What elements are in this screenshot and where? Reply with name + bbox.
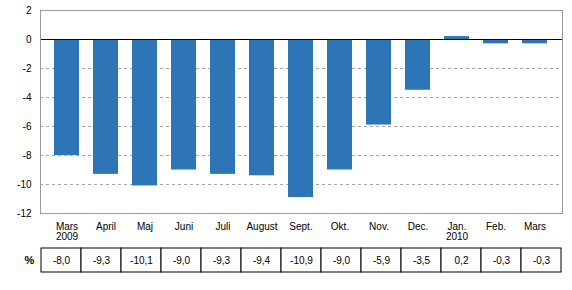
svg-text:Jan.2010: Jan.2010 [446,221,469,242]
svg-text:%: % [25,254,35,266]
svg-text:-9,3: -9,3 [213,255,231,266]
svg-text:Okt.: Okt. [331,221,349,232]
svg-text:Mars: Mars [524,221,546,232]
svg-text:August: August [246,221,277,232]
svg-text:-12: -12 [17,208,32,219]
svg-text:-8,0: -8,0 [53,255,71,266]
svg-text:-10,9: -10,9 [290,255,313,266]
svg-text:Maj: Maj [137,221,153,232]
svg-text:Sept.: Sept. [289,221,312,232]
svg-text:-2: -2 [23,63,32,74]
svg-text:-8: -8 [23,150,32,161]
svg-text:-0,3: -0,3 [493,255,511,266]
svg-text:-10: -10 [17,179,32,190]
svg-text:Juli: Juli [215,221,230,232]
svg-text:2: 2 [26,5,32,16]
svg-text:-3,5: -3,5 [413,255,431,266]
svg-text:-4: -4 [23,92,32,103]
svg-text:Dec.: Dec. [408,221,429,232]
svg-text:-5,9: -5,9 [373,255,391,266]
svg-text:April: April [96,221,116,232]
svg-text:-9,4: -9,4 [253,255,271,266]
svg-text:-9,0: -9,0 [333,255,351,266]
svg-text:-6: -6 [23,121,32,132]
svg-text:0,2: 0,2 [455,255,469,266]
svg-text:-9,0: -9,0 [173,255,191,266]
svg-text:-10,1: -10,1 [130,255,153,266]
svg-text:-0,3: -0,3 [533,255,551,266]
svg-text:Feb.: Feb. [486,221,506,232]
svg-text:-9,3: -9,3 [93,255,111,266]
svg-text:Mars2009: Mars2009 [56,221,79,242]
svg-text:Juni: Juni [175,221,193,232]
svg-text:Nov.: Nov. [369,221,389,232]
svg-text:0: 0 [26,34,32,45]
